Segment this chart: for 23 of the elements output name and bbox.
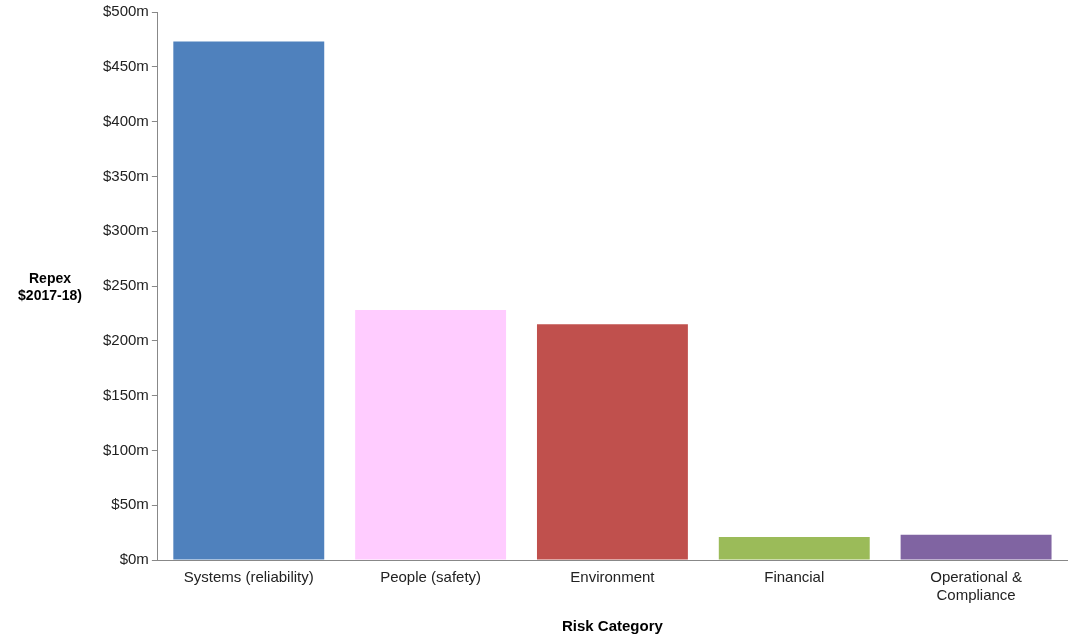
bar xyxy=(718,536,870,560)
x-tick-label: Financial xyxy=(764,568,825,586)
x-tick-label: People (safety) xyxy=(380,568,482,586)
y-tick-label: $300m xyxy=(102,221,149,239)
y-tick-label: $50m xyxy=(111,495,149,513)
y-tick-label: $100m xyxy=(102,440,149,458)
bar xyxy=(900,534,1052,560)
bar xyxy=(536,324,688,560)
bar xyxy=(355,310,507,560)
x-tick-label: Systems (reliability) xyxy=(183,568,314,586)
y-tick-label: $0m xyxy=(119,550,149,568)
bar xyxy=(173,41,325,560)
y-tick-label: $250m xyxy=(102,276,149,294)
x-axis-title: Risk Category xyxy=(561,617,664,635)
y-tick-label: $150m xyxy=(102,385,149,403)
x-tick-label: Operational & Compliance xyxy=(930,568,1022,604)
y-axis-title: Repex $2017-18) xyxy=(17,270,83,304)
y-tick-label: $200m xyxy=(102,330,149,348)
y-tick-label: $500m xyxy=(102,2,149,20)
y-tick-label: $400m xyxy=(102,111,149,129)
x-tick-label: Environment xyxy=(570,568,656,586)
y-tick-label: $350m xyxy=(102,166,149,184)
y-tick-label: $450m xyxy=(102,56,149,74)
